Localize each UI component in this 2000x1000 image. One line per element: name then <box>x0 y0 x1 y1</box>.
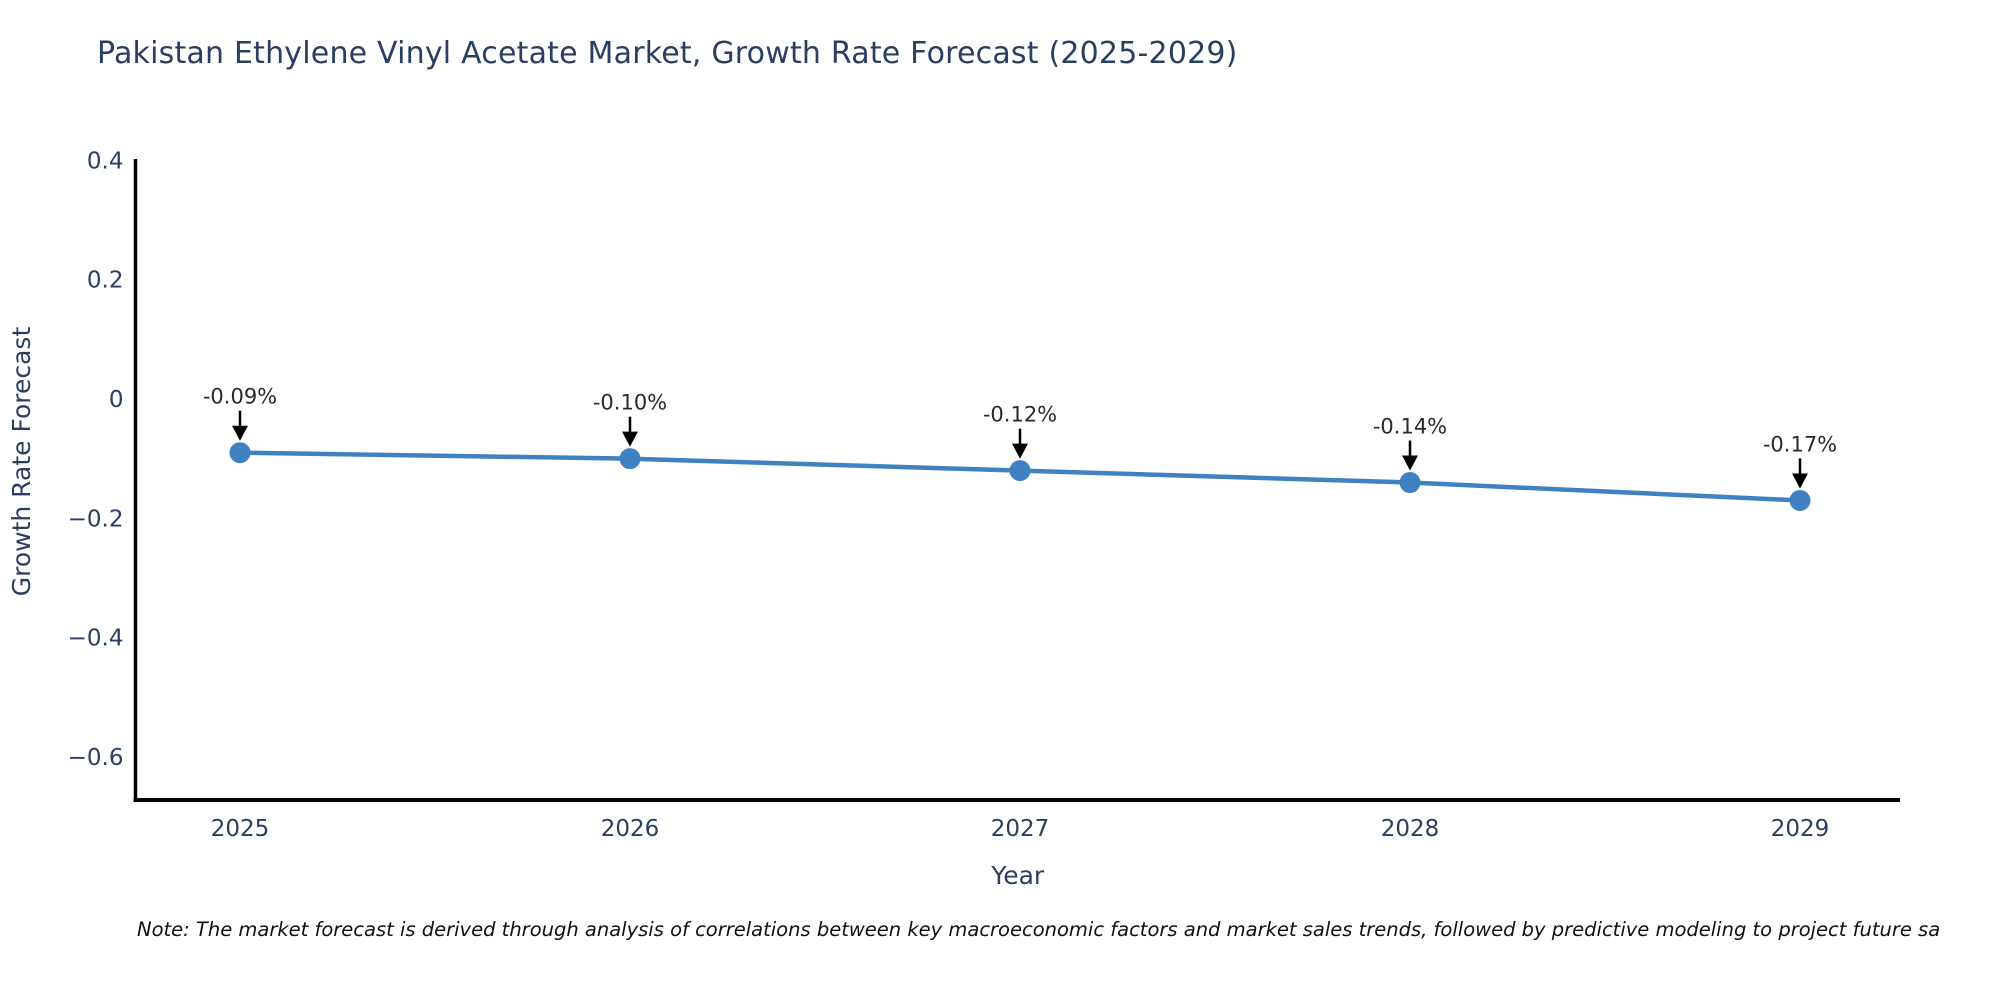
x-tick-label: 2028 <box>1381 816 1440 842</box>
x-tick-label: 2026 <box>601 816 660 842</box>
data-point-marker[interactable] <box>229 442 251 464</box>
point-value-label: -0.17% <box>1763 432 1837 456</box>
x-tick-label: 2029 <box>1771 816 1830 842</box>
data-point-marker[interactable] <box>1789 489 1811 511</box>
x-tick-label: 2027 <box>991 816 1050 842</box>
chart-footnote: Note: The market forecast is derived thr… <box>137 918 1941 941</box>
y-axis-title: Growth Rate Forecast <box>7 327 36 597</box>
data-point-marker[interactable] <box>619 448 641 470</box>
y-tick-label: −0.4 <box>68 626 124 652</box>
y-tick-label: 0.2 <box>87 268 124 294</box>
annotation-arrowhead <box>1792 473 1808 489</box>
annotation-arrowhead <box>1012 443 1028 459</box>
point-value-label: -0.12% <box>983 403 1057 427</box>
point-value-label: -0.09% <box>203 385 277 409</box>
y-tick-label: −0.2 <box>68 506 124 532</box>
x-axis-title: Year <box>990 861 1045 890</box>
y-tick-label: −0.6 <box>68 745 124 771</box>
point-value-label: -0.14% <box>1373 415 1447 439</box>
annotation-arrowhead <box>1402 455 1418 471</box>
chart-title: Pakistan Ethylene Vinyl Acetate Market, … <box>97 36 1238 71</box>
annotation-arrowhead <box>232 425 248 441</box>
y-tick-label: 0.4 <box>87 148 124 174</box>
annotation-arrowhead <box>622 431 638 447</box>
y-tick-label: 0 <box>109 387 124 413</box>
data-point-marker[interactable] <box>1399 472 1421 494</box>
x-tick-label: 2025 <box>211 816 270 842</box>
point-value-label: -0.10% <box>593 391 667 415</box>
data-point-marker[interactable] <box>1009 460 1031 482</box>
